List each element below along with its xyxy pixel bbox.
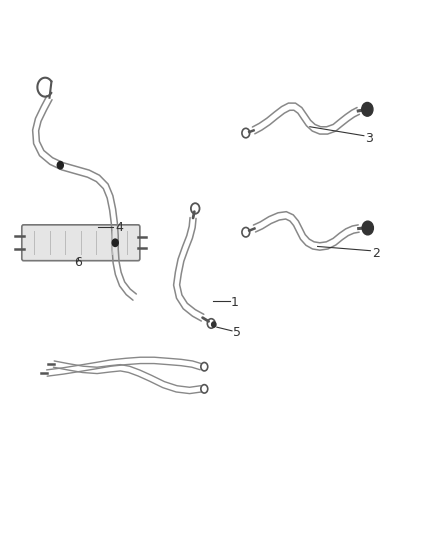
Circle shape bbox=[57, 161, 64, 169]
FancyBboxPatch shape bbox=[22, 225, 140, 261]
Text: 4: 4 bbox=[115, 222, 123, 235]
Text: 2: 2 bbox=[372, 247, 380, 260]
Circle shape bbox=[212, 322, 216, 327]
Circle shape bbox=[112, 239, 118, 246]
Circle shape bbox=[362, 102, 373, 116]
Text: 5: 5 bbox=[233, 326, 241, 339]
Text: 1: 1 bbox=[231, 296, 239, 309]
Text: 3: 3 bbox=[365, 132, 373, 146]
Circle shape bbox=[362, 221, 373, 235]
Text: 6: 6 bbox=[74, 256, 82, 269]
